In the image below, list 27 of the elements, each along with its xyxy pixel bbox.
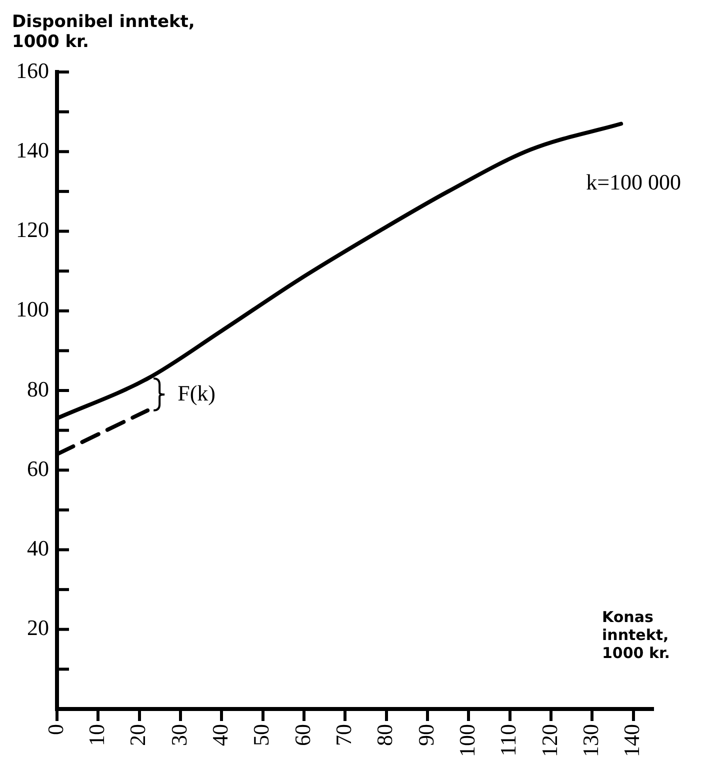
- x-tick-label: 50: [248, 724, 274, 746]
- x-tick-label: 140: [619, 724, 644, 757]
- y-tick-label: 120: [16, 217, 49, 242]
- y-tick-label: 20: [27, 615, 49, 640]
- x-tick-label: 120: [536, 724, 562, 757]
- x-tick-label: 90: [413, 724, 438, 746]
- x-tick-label: 10: [84, 724, 109, 746]
- y-tick-label: 100: [16, 296, 49, 322]
- x-tick-label: 0: [42, 724, 68, 735]
- x-tick-label: 80: [372, 724, 398, 746]
- y-tick-label: 160: [16, 58, 49, 83]
- y-tick-label: 140: [16, 137, 49, 162]
- annotation: F(k): [178, 380, 216, 406]
- x-tick-label: 60: [290, 724, 315, 746]
- y-tick-label: 80: [27, 376, 49, 402]
- x-tick-label: 110: [496, 724, 521, 756]
- x-axis-title: Konas inntekt, 1000 kr.: [602, 608, 671, 662]
- y-tick-label: 60: [27, 456, 49, 481]
- x-tick-label: 20: [125, 724, 150, 746]
- y-axis-title: Disponibel inntekt, 1000 kr.: [12, 12, 196, 52]
- x-tick-label: 40: [207, 724, 232, 746]
- y-tick-label: 40: [27, 536, 49, 561]
- x-tick-label: 30: [166, 724, 192, 746]
- series-label: k=100 000: [586, 170, 682, 195]
- x-tick-label: 130: [578, 724, 604, 757]
- x-tick-label: 100: [454, 724, 480, 757]
- x-tick-label: 70: [330, 724, 356, 746]
